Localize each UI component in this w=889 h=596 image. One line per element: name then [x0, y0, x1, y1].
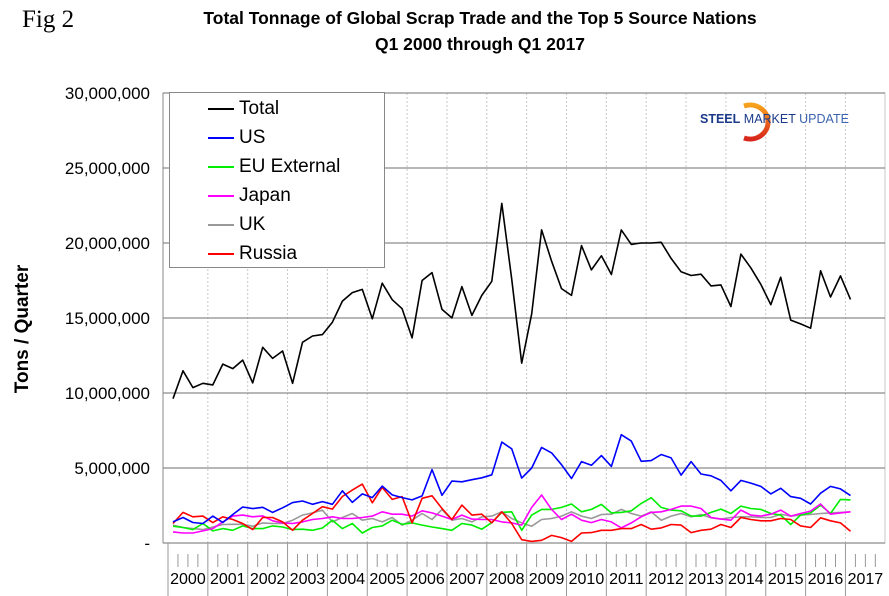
legend-item-japan: Japan	[170, 182, 291, 210]
legend-item-uk: UK	[170, 211, 265, 239]
legend-label: UK	[239, 214, 266, 235]
x-tick-label: 2016	[808, 571, 844, 588]
x-tick-label: 2013	[688, 571, 724, 588]
y-tick-label: 5,000,000	[74, 459, 150, 478]
legend: Total US EU External Japan UK Russia	[169, 92, 385, 268]
x-tick-label: 2011	[609, 571, 644, 588]
chart-subtitle: Q1 2000 through Q1 2017	[374, 34, 586, 54]
x-tick-label: 2003	[290, 571, 326, 588]
x-tick-label: 2000	[170, 571, 206, 588]
x-tick-label: 2010	[569, 571, 605, 588]
x-tick-label: 2004	[330, 571, 366, 588]
legend-item-us: US	[170, 124, 265, 152]
series-line-us	[172, 433, 851, 525]
x-tick-label: 2017	[848, 571, 884, 588]
logo-text: STEEL MARKET UPDATE	[700, 112, 849, 126]
legend-swatch	[208, 166, 234, 168]
legend-item-total: Total	[170, 95, 279, 123]
legend-label: EU External	[239, 156, 341, 177]
x-tick-label: 2002	[250, 571, 286, 588]
legend-swatch	[208, 253, 234, 255]
x-tick-label: 2009	[529, 571, 565, 588]
legend-swatch	[208, 195, 234, 197]
steel-market-update-logo: STEEL MARKET UPDATE	[692, 98, 852, 144]
x-tick-label: 2007	[449, 571, 485, 588]
legend-item-russia: Russia	[170, 240, 297, 268]
figure-label: Fig 2	[22, 6, 75, 33]
legend-swatch	[208, 224, 234, 226]
x-tick-label: 2008	[489, 571, 525, 588]
logo-arc-icon	[743, 102, 771, 142]
series-line-eu-external	[172, 496, 851, 534]
series-line-russia	[172, 483, 852, 543]
legend-label: Total	[239, 98, 280, 119]
y-tick-label: 15,000,000	[65, 309, 150, 328]
y-tick-label: -	[144, 534, 150, 553]
y-tick-label: 20,000,000	[65, 234, 150, 253]
legend-label: US	[239, 127, 266, 148]
chart-title: Total Tonnage of Global Scrap Trade and …	[203, 8, 757, 28]
legend-label: Japan	[239, 185, 291, 206]
legend-label: Russia	[239, 243, 298, 264]
legend-item-eu-external: EU External	[170, 153, 340, 181]
y-tick-label: 25,000,000	[65, 159, 150, 178]
x-tick-label: 2006	[409, 571, 445, 588]
x-tick-label: 2012	[648, 571, 684, 588]
x-tick-label: 2001	[210, 571, 246, 588]
legend-swatch	[208, 137, 234, 139]
series-line-total	[172, 202, 852, 399]
x-tick-label: 2015	[768, 571, 804, 588]
legend-swatch	[208, 108, 234, 110]
x-tick-label: 2005	[369, 571, 405, 588]
y-tick-label: 10,000,000	[65, 384, 150, 403]
x-tick-label: 2014	[728, 571, 764, 588]
y-tick-label: 30,000,000	[65, 84, 150, 103]
